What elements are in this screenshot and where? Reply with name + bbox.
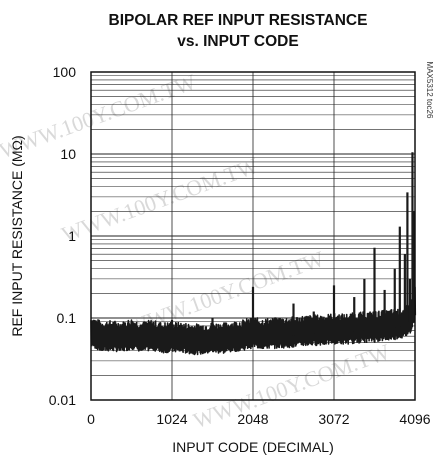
x-tick-label: 0 [87,411,95,427]
x-tick-label: 1024 [156,411,187,427]
x-tick-label: 4096 [399,411,430,427]
y-tick-label: 10 [60,146,76,162]
plot-frame [90,71,416,401]
y-tick-label: 0.1 [57,310,77,326]
data-layer [90,152,417,356]
x-tick-label: 2048 [237,411,268,427]
x-tick-label: 3072 [318,411,349,427]
x-tick-labels: 0 1024 2048 3072 4096 [87,411,431,427]
y-tick-label: 1 [68,228,76,244]
y-tick-label: 0.01 [49,392,76,408]
svg-text:WWW.100Y.COM.TW: WWW.100Y.COM.TW [0,69,199,163]
y-tick-labels: 0.01 0.1 1 10 100 [49,64,76,408]
figure-id-note: MAX5312 toc26 [425,62,433,119]
y-axis-label: REF INPUT RESISTANCE (MΩ) [9,135,25,336]
chart-title-line-1: BIPOLAR REF INPUT RESISTANCE [109,12,368,29]
svg-text:WWW.100Y.COM.TW: WWW.100Y.COM.TW [190,339,393,433]
chart-title-line-2: vs. INPUT CODE [177,33,298,50]
x-axis-label: INPUT CODE (DECIMAL) [172,439,334,455]
y-tick-label: 100 [53,64,77,80]
